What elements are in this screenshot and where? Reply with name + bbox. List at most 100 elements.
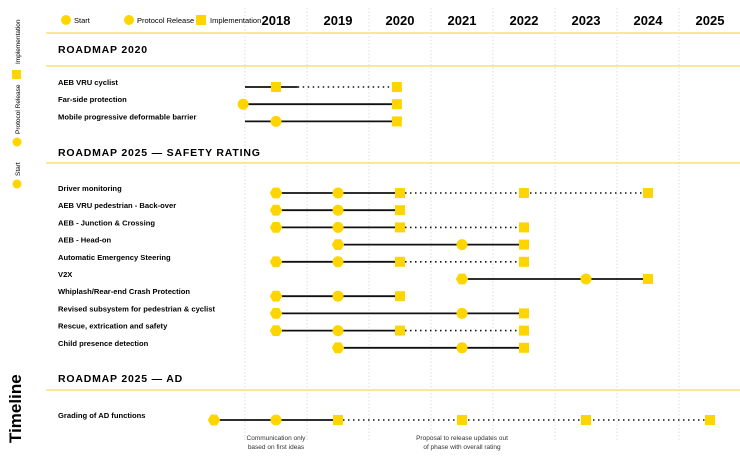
legend-protocol-release-label: Protocol Release	[137, 16, 194, 25]
start-marker	[269, 325, 283, 336]
start-marker	[331, 342, 345, 354]
year-label: 2020	[386, 13, 415, 28]
legend-implementation-icon	[196, 15, 206, 25]
row-label: V2X	[58, 270, 72, 279]
legend-protocol-release-icon	[124, 15, 134, 25]
year-label: 2021	[448, 13, 477, 28]
section-title: ROADMAP 2025 — AD	[58, 373, 183, 385]
roadmap-row: Driver monitoring	[58, 184, 653, 199]
row-label: AEB VRU cyclist	[58, 78, 118, 87]
row-label: Mobile progressive deformable barrier	[58, 112, 196, 121]
roadmap-sections: ROADMAP 2020 AEB VRU cyclist Far-side prot…	[46, 44, 740, 426]
implementation-marker	[391, 82, 402, 92]
implementation-marker	[519, 256, 529, 267]
year-label: 2023	[572, 13, 601, 28]
legend-start-icon	[61, 15, 71, 25]
implementation-marker	[519, 188, 529, 198]
year-label: 2022	[510, 13, 539, 28]
row-label: AEB - Junction & Crossing	[58, 218, 155, 227]
note-text: based on first ideas	[248, 444, 305, 451]
roadmap-row: V2X	[58, 270, 653, 285]
protocol-release-marker	[270, 115, 282, 127]
row-label: Whiplash/Rear-end Crash Protection	[58, 287, 190, 296]
side-protocol-release-label: Protocol Release	[15, 84, 22, 134]
start-marker	[455, 273, 469, 285]
implementation-marker	[519, 239, 529, 250]
year-label: 2019	[324, 13, 353, 28]
section: ROADMAP 2025 — SAFETY RATING Driver monit…	[46, 147, 740, 354]
roadmap-row: Whiplash/Rear-end Crash Protection	[58, 287, 405, 302]
protocol-release-marker	[332, 204, 344, 216]
roadmap-row: Far-side protection	[58, 95, 402, 110]
section: ROADMAP 2025 — AD Grading of AD functions	[46, 373, 740, 426]
start-marker	[269, 187, 283, 199]
roadmap-row: Revised subsystem for pedestrian & cycli…	[58, 304, 529, 319]
start-marker	[269, 256, 283, 268]
protocol-release-marker	[456, 342, 468, 354]
row-label: Automatic Emergency Steering	[58, 253, 171, 262]
row-label: Rescue, extrication and safety	[58, 322, 168, 331]
side-implementation-icon	[12, 70, 21, 79]
implementation-marker	[457, 415, 467, 425]
implementation-marker	[705, 415, 715, 425]
section-title: ROADMAP 2025 — SAFETY RATING	[58, 147, 261, 159]
implementation-marker	[395, 222, 405, 233]
roadmap-row: Grading of AD functions	[58, 411, 715, 426]
year-gridlines	[244, 8, 680, 440]
section-title: ROADMAP 2020	[58, 44, 148, 56]
note-text: Proposal to release updates out	[416, 435, 508, 442]
implementation-marker	[519, 222, 529, 233]
implementation-marker	[519, 342, 529, 353]
implementation-marker	[395, 205, 405, 216]
implementation-marker	[391, 116, 402, 127]
year-label: 2018	[262, 13, 291, 28]
implementation-marker	[271, 82, 281, 92]
note-text: of phase with overall rating	[423, 444, 501, 451]
implementation-marker	[519, 325, 529, 336]
implementation-marker	[395, 291, 405, 302]
protocol-release-marker	[332, 221, 344, 233]
notes: Communication only based on first ideas Pr…	[247, 435, 509, 451]
legend-implementation-label: Implementation	[210, 16, 261, 25]
timeline-title: Timeline	[6, 374, 25, 443]
row-label: Child presence detection	[58, 339, 149, 348]
start-marker	[207, 414, 221, 426]
protocol-release-marker	[456, 239, 468, 251]
implementation-marker	[395, 188, 405, 198]
protocol-release-marker	[237, 98, 249, 110]
year-label: 2025	[696, 13, 725, 28]
row-label: Revised subsystem for pedestrian & cycli…	[58, 304, 215, 313]
side-legend: Implementation Protocol Release Start	[12, 19, 22, 189]
implementation-marker	[391, 99, 402, 110]
implementation-marker	[395, 325, 405, 336]
start-marker	[269, 204, 283, 216]
protocol-release-marker	[456, 307, 468, 319]
row-label: AEB - Head-on	[58, 236, 112, 245]
roadmap-row: Rescue, extrication and safety	[58, 322, 529, 337]
start-marker	[331, 239, 345, 250]
roadmap-row: Mobile progressive deformable barrier	[58, 112, 402, 127]
implementation-marker	[581, 415, 591, 425]
roadmap-row: AEB - Head-on	[58, 236, 529, 251]
start-marker	[269, 308, 283, 319]
roadmap-row: Child presence detection	[58, 339, 529, 354]
implementation-marker	[333, 415, 343, 425]
row-label: Grading of AD functions	[58, 411, 145, 420]
roadmap-row: Automatic Emergency Steering	[58, 253, 529, 268]
row-label: Far-side protection	[58, 95, 127, 104]
protocol-release-marker	[332, 290, 344, 302]
year-label: 2024	[634, 13, 664, 28]
protocol-release-marker	[332, 256, 344, 268]
implementation-marker	[643, 274, 653, 284]
protocol-release-marker	[580, 273, 592, 285]
roadmap-row: AEB VRU pedestrian - Back-over	[58, 201, 405, 216]
legend-start-label: Start	[74, 16, 91, 25]
start-marker	[269, 290, 283, 302]
year-headers: 2018 2019 2020 2021 2022 2023 2024 2025	[262, 13, 725, 28]
side-start-icon	[12, 179, 22, 189]
implementation-marker	[519, 308, 529, 319]
roadmap-row: AEB - Junction & Crossing	[58, 218, 529, 233]
roadmap-row: AEB VRU cyclist	[58, 78, 402, 92]
side-start-label: Start	[15, 162, 22, 176]
